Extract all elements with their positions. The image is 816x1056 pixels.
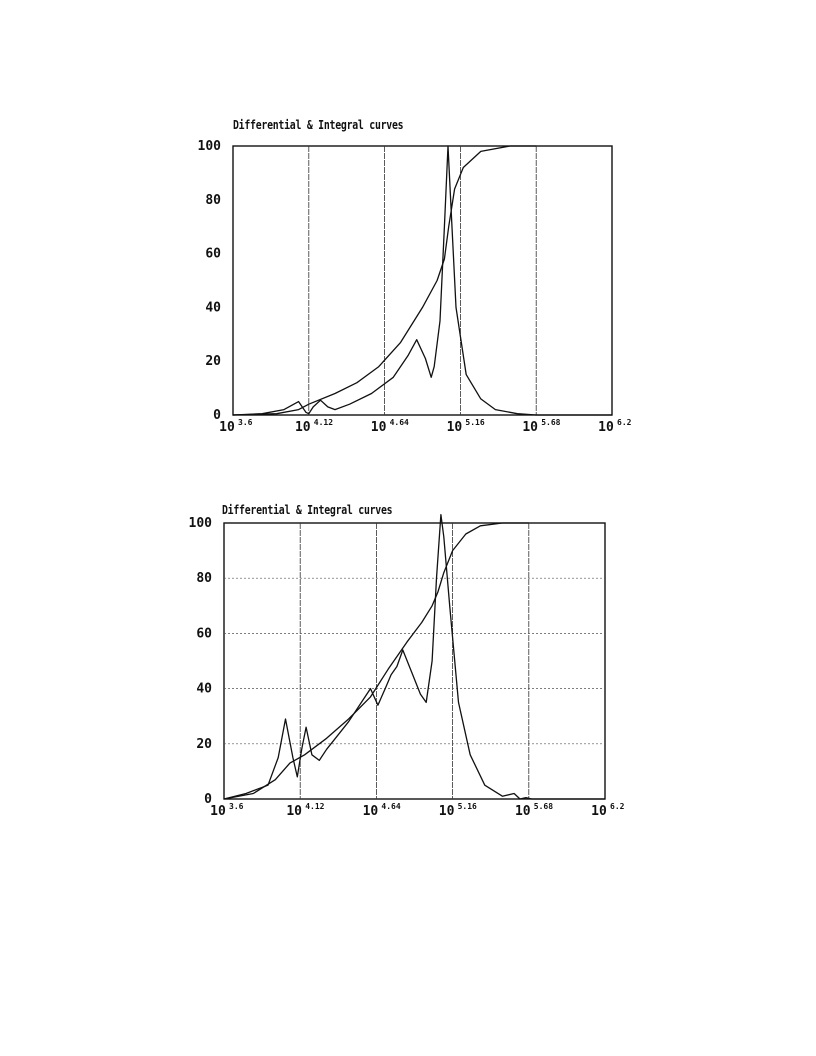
y-tick-label: 60 <box>205 247 221 262</box>
x-tick-exponent: 6.2 <box>617 418 632 427</box>
x-tick-label: 10 <box>371 420 387 435</box>
x-tick-exponent: 5.16 <box>465 418 484 427</box>
y-tick-label: 40 <box>205 300 221 315</box>
x-tick-label: 10 <box>522 420 538 435</box>
y-tick-label: 80 <box>205 193 221 208</box>
x-tick-exponent: 4.12 <box>314 418 333 427</box>
y-tick-label: 0 <box>213 408 221 423</box>
x-tick-exponent: 3.6 <box>238 418 253 427</box>
plot-frame <box>232 145 613 416</box>
x-tick-label: 10 <box>219 420 235 435</box>
y-tick-label: 20 <box>205 354 221 369</box>
x-tick-label: 10 <box>598 420 614 435</box>
chart-title: Differential & Integral curves <box>222 503 393 517</box>
chart-title: Differential & Integral curves <box>233 118 404 132</box>
x-tick-label: 10 <box>295 420 311 435</box>
integral-curve <box>232 145 537 416</box>
y-tick-label: 100 <box>198 139 222 154</box>
x-tick-label: 10 <box>447 420 463 435</box>
differential-curve <box>232 145 612 416</box>
x-tick-exponent: 5.68 <box>541 418 560 427</box>
x-tick-exponent: 4.64 <box>390 418 409 427</box>
